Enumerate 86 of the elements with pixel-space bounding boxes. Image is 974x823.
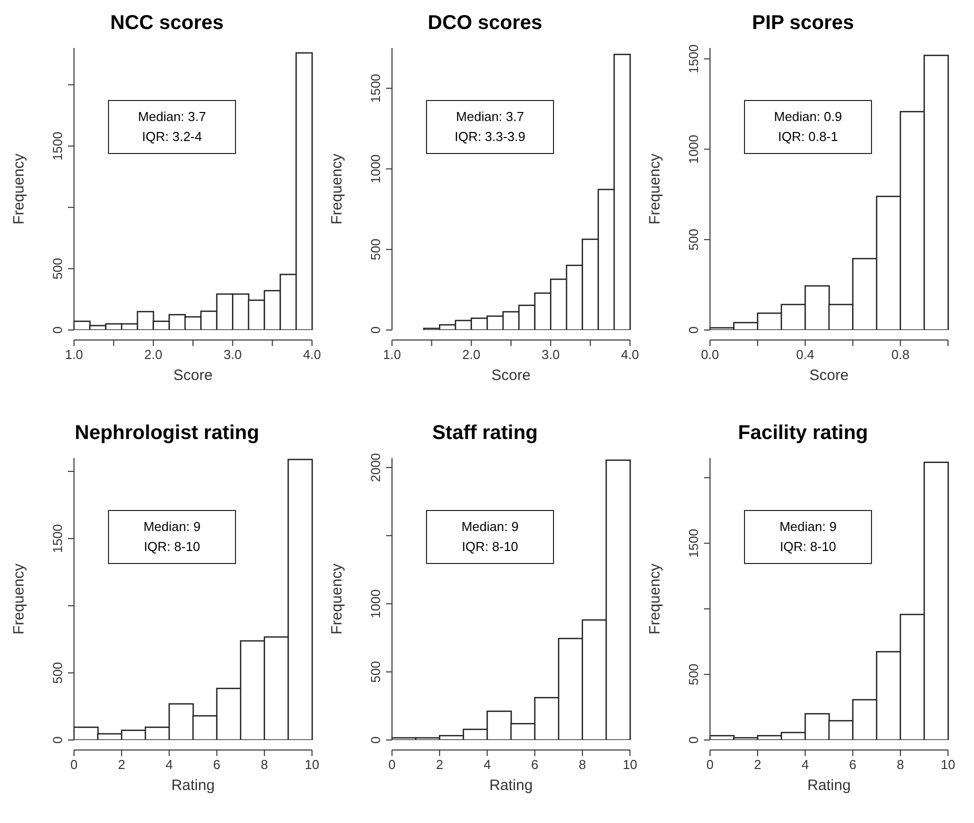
y-axis-title: Frequency [646, 153, 664, 224]
x-tick-label: 6 [849, 757, 856, 772]
annotation: IQR: 8-10 [778, 538, 838, 556]
x-tick-label: 2.0 [462, 347, 480, 362]
note-box: Median: 9 IQR: 8-10 [744, 510, 872, 564]
x-tick-label: 10 [304, 757, 320, 772]
note-box: Median: 9 IQR: 8-10 [426, 510, 554, 564]
x-tick-label: 10 [940, 757, 956, 772]
y-tick-label: 1500 [686, 528, 701, 558]
x-axis-title: Score [172, 366, 214, 386]
y-tick-label: 1500 [686, 44, 701, 74]
x-tick-label: 8 [260, 757, 268, 772]
x-tick-label: 10 [622, 757, 638, 772]
x-axis-title: Rating [488, 776, 534, 796]
y-axis-title: Frequency [328, 153, 346, 224]
y-tick-label: 0 [50, 326, 65, 334]
annotation: IQR: 8-10 [460, 538, 520, 556]
x-tick-label: 0.4 [796, 347, 814, 362]
x-axis-title: Score [490, 366, 532, 386]
y-axis-title: Frequency [646, 563, 664, 634]
note-box: Median: 9 IQR: 8-10 [108, 510, 236, 564]
y-tick-label: 500 [368, 238, 383, 260]
x-tick-label: 2.0 [144, 347, 162, 362]
chart-title: Staff rating [431, 421, 539, 446]
x-tick-label: 6 [531, 757, 538, 772]
x-tick-label: 0 [706, 757, 714, 772]
x-tick-label: 0 [70, 757, 78, 772]
x-axis-title: Score [808, 366, 850, 386]
y-tick-label: 1000 [368, 154, 383, 184]
x-tick-label: 1.0 [64, 347, 84, 362]
y-tick-label: 1000 [368, 589, 383, 618]
x-tick-label: 0 [388, 757, 396, 772]
note-box: Median: 3.7 IQR: 3.3-3.9 [426, 100, 554, 154]
y-tick-label: 1000 [686, 134, 701, 164]
y-tick-label: 500 [686, 664, 701, 686]
x-tick-label: 4 [484, 757, 491, 772]
note-box: Median: 3.7 IQR: 3.2-4 [108, 100, 236, 154]
annotation: Median: 0.9 [773, 108, 843, 126]
x-tick-label: 4 [802, 757, 809, 772]
annotation: Median: 3.7 [455, 108, 525, 126]
x-tick-label: 3.0 [224, 347, 242, 362]
annotation: Median: 9 [460, 518, 520, 536]
x-axis-title: Rating [806, 776, 852, 796]
x-axis-title: Rating [170, 776, 216, 796]
chart-title: Nephrologist rating [74, 421, 260, 446]
chart-title: PIP scores [751, 11, 855, 36]
y-tick-label: 0 [368, 736, 383, 744]
x-tick-label: 8 [896, 757, 904, 772]
x-tick-label: 0.8 [891, 347, 910, 362]
x-tick-label: 4.0 [620, 347, 640, 362]
annotation: IQR: 3.2-4 [141, 128, 203, 146]
x-tick-label: 6 [213, 757, 220, 772]
y-tick-label: 2000 [368, 453, 383, 482]
annotation: Median: 3.7 [137, 108, 207, 126]
x-tick-label: 0.0 [700, 347, 720, 362]
y-tick-label: 0 [50, 736, 65, 744]
y-tick-label: 1500 [50, 524, 65, 554]
y-tick-label: 500 [686, 228, 701, 250]
y-tick-label: 500 [368, 661, 383, 683]
y-tick-label: 500 [50, 258, 65, 280]
annotation: Median: 9 [142, 518, 202, 536]
x-tick-label: 1.0 [382, 347, 402, 362]
x-tick-label: 8 [578, 757, 586, 772]
x-tick-label: 2 [436, 757, 444, 772]
y-tick-label: 1500 [50, 132, 65, 161]
y-tick-label: 1500 [368, 74, 383, 103]
annotation: IQR: 0.8-1 [777, 128, 839, 146]
annotation: IQR: 8-10 [142, 538, 202, 556]
y-tick-label: 0 [686, 736, 701, 744]
y-axis-title: Frequency [10, 153, 28, 224]
note-box: Median: 0.9 IQR: 0.8-1 [744, 100, 872, 154]
x-tick-label: 3.0 [542, 347, 560, 362]
x-tick-label: 2 [118, 757, 126, 772]
annotation: Median: 9 [778, 518, 838, 536]
annotation: IQR: 3.3-3.9 [454, 128, 526, 146]
x-tick-label: 2 [754, 757, 762, 772]
chart-title: NCC scores [109, 11, 225, 36]
chart-title: Facility rating [736, 421, 870, 446]
y-axis-title: Frequency [328, 563, 346, 634]
y-tick-label: 0 [686, 326, 701, 334]
x-tick-label: 4 [166, 757, 173, 772]
y-axis-title: Frequency [10, 563, 28, 634]
y-tick-label: 0 [368, 326, 383, 334]
x-tick-label: 4.0 [302, 347, 322, 362]
y-tick-label: 500 [50, 662, 65, 684]
chart-title: DCO scores [426, 11, 544, 36]
